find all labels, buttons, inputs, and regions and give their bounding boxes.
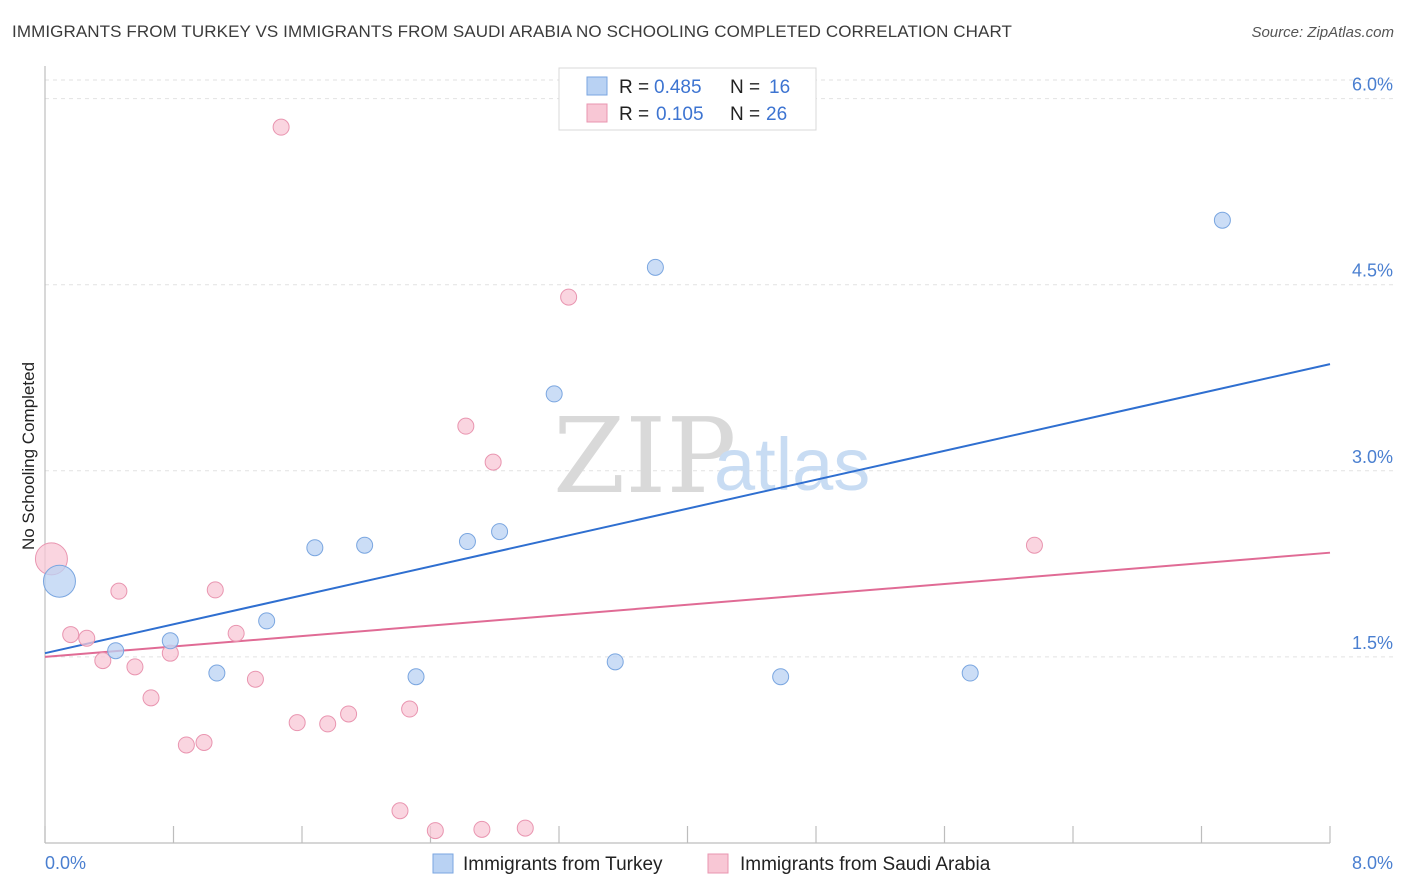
data-point [107, 642, 125, 660]
legend-swatch-saudi [586, 103, 608, 123]
data-point [246, 670, 264, 688]
data-point [195, 734, 213, 752]
data-point [407, 668, 425, 686]
data-point [227, 624, 245, 642]
series-legend-label-saudi: Immigrants from Saudi Arabia [740, 854, 991, 875]
data-point [208, 664, 226, 682]
data-point [1025, 536, 1043, 554]
series-legend-swatch-turkey [432, 853, 454, 874]
grid-lines [45, 79, 1395, 658]
correlation-legend: R = 0.485 N = 16 R = 0.105 N = 26 [558, 67, 817, 131]
data-point [94, 652, 112, 670]
source-credit: Source: ZipAtlas.com [1251, 24, 1394, 41]
data-point [319, 715, 337, 733]
legend-r-label: R = [619, 77, 649, 98]
trend-lines [44, 363, 1331, 658]
data-point [772, 668, 790, 686]
data-point [545, 385, 563, 403]
data-point [491, 523, 509, 541]
legend-n-label: N = [730, 104, 760, 125]
data-point [126, 658, 144, 676]
data-point [606, 653, 624, 671]
chart-title: IMMIGRANTS FROM TURKEY VS IMMIGRANTS FRO… [12, 22, 1013, 41]
data-point [426, 822, 444, 840]
data-point [516, 819, 534, 837]
data-point [177, 736, 195, 754]
data-point [646, 258, 664, 276]
data-point [42, 564, 76, 598]
data-point [391, 802, 409, 820]
y-tick-label: 4.5% [1352, 261, 1393, 281]
data-point [110, 582, 128, 600]
legend-n-value: 16 [769, 77, 790, 98]
data-point [457, 417, 475, 435]
y-tick-label: 1.5% [1352, 633, 1393, 653]
data-point [288, 714, 306, 732]
series-legend-label-turkey: Immigrants from Turkey [463, 854, 663, 875]
legend-n-value: 26 [766, 104, 787, 125]
data-point [161, 632, 179, 650]
legend-r-value: 0.105 [656, 104, 704, 125]
trend-line [44, 551, 1331, 658]
tick-labels: 1.5% 3.0% 4.5% 6.0% 0.0% 8.0% [45, 75, 1393, 873]
data-point [206, 581, 224, 599]
data-point [484, 453, 502, 471]
data-point [356, 536, 374, 554]
data-point [1213, 211, 1231, 229]
watermark-zip: ZIP [553, 395, 736, 517]
data-points [34, 118, 1231, 840]
y-axis-label: No Schooling Completed [19, 362, 38, 550]
data-point [340, 705, 358, 723]
legend-r-label: R = [619, 104, 649, 125]
x-tick-label: 8.0% [1352, 853, 1393, 873]
y-tick-label: 3.0% [1352, 447, 1393, 467]
legend-n-label: N = [730, 77, 760, 98]
x-tick-label: 0.0% [45, 853, 86, 873]
data-point [258, 612, 276, 630]
data-point [473, 820, 491, 838]
data-point [961, 664, 979, 682]
y-tick-label: 6.0% [1352, 75, 1393, 95]
data-point [560, 288, 578, 306]
data-point [272, 118, 290, 136]
series-legend: Immigrants from Turkey Immigrants from S… [432, 853, 991, 875]
trend-line [44, 363, 1331, 655]
data-point [78, 629, 96, 647]
data-point [142, 689, 160, 707]
data-point [306, 539, 324, 557]
axes [44, 66, 1331, 844]
legend-swatch-turkey [586, 76, 608, 96]
watermark-atlas: atlas [714, 423, 870, 506]
data-point [62, 626, 80, 644]
data-point [401, 700, 419, 718]
legend-r-value: 0.485 [654, 77, 702, 98]
data-point [458, 533, 476, 551]
series-legend-swatch-saudi [707, 853, 729, 874]
